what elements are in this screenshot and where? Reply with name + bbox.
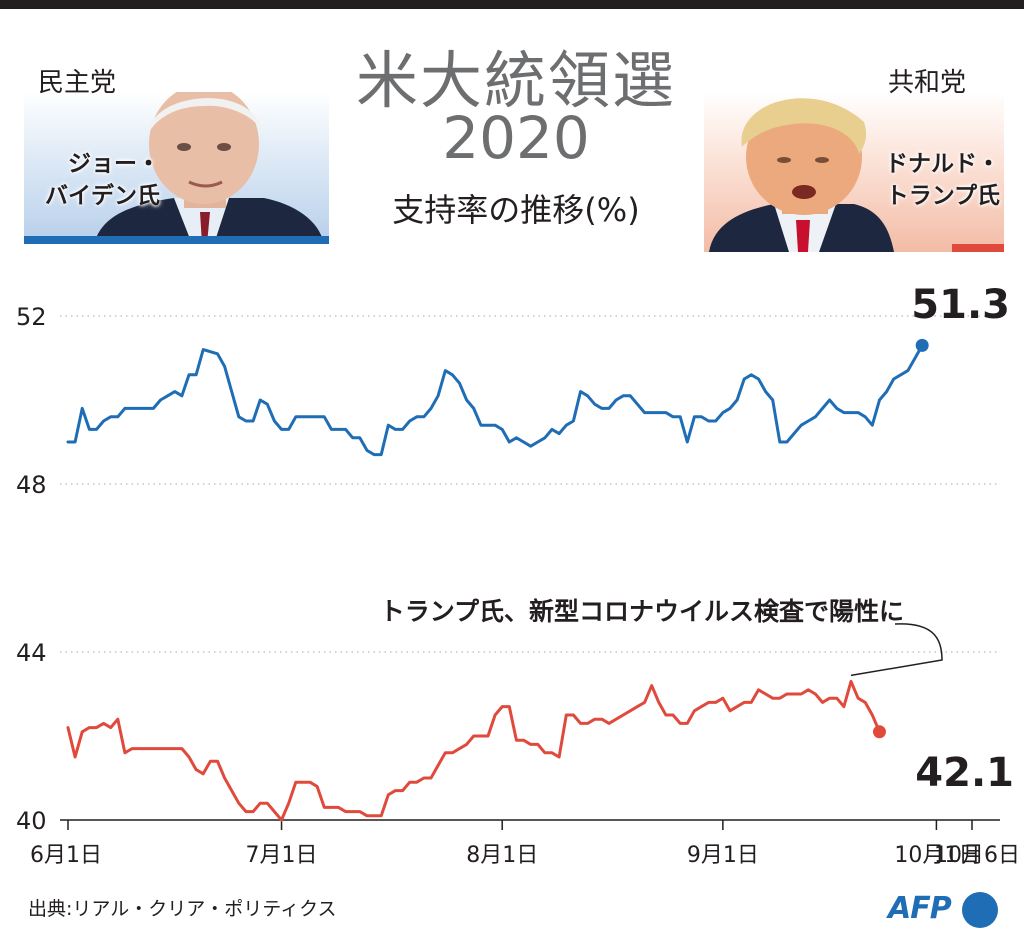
democrat-panel xyxy=(24,92,329,244)
chart-subtitle: 支持率の推移(%) xyxy=(392,191,640,229)
biden-series-line xyxy=(66,343,924,457)
afp-logo: AFP xyxy=(888,891,952,926)
trump-portrait xyxy=(709,98,894,252)
x-tick-label: 7月1日 xyxy=(246,843,318,868)
annotation-leader-line xyxy=(850,623,943,677)
y-tick-label: 48 xyxy=(16,471,47,499)
biden-portrait xyxy=(94,92,324,244)
trump-end-value-label: 42.1 xyxy=(915,750,1014,796)
x-tick-label: 9月1日 xyxy=(687,843,759,868)
democrat-candidate-name: ジョー・ バイデン氏 xyxy=(28,148,160,212)
republican-panel xyxy=(704,92,1004,252)
republican-color-stripe xyxy=(952,244,1004,252)
afp-logo-dot xyxy=(962,892,998,928)
y-tick-label: 40 xyxy=(16,807,47,835)
democrat-party-label: 民主党 xyxy=(38,68,117,98)
y-tick-label: 52 xyxy=(16,303,47,331)
democrat-name-line1: ジョー・ xyxy=(68,151,160,177)
x-tick-label: 10月6日 xyxy=(934,843,1020,868)
y-tick-label: 44 xyxy=(16,639,47,667)
trump-series-line xyxy=(66,679,881,822)
democrat-name-line2: バイデン氏 xyxy=(45,183,160,209)
republican-candidate-name: ドナルド・ トランプ氏 xyxy=(862,148,1000,212)
top-bar xyxy=(0,0,1024,9)
republican-party-label: 共和党 xyxy=(888,68,967,98)
democrat-color-stripe xyxy=(24,236,329,244)
republican-name-line2: トランプ氏 xyxy=(885,183,1000,209)
x-tick-label: 8月1日 xyxy=(466,843,538,868)
annotation-text: トランプ氏、新型コロナウイルス検査で陽性に xyxy=(380,597,904,626)
biden-end-value-label: 51.3 xyxy=(911,282,1010,328)
republican-name-line1: ドナルド・ xyxy=(885,151,1000,177)
biden-end-point xyxy=(915,338,929,352)
trump-end-point xyxy=(872,725,886,739)
chart-title-line1: 米大統領選 xyxy=(355,44,676,117)
x-tick-label: 10月1日 xyxy=(894,843,980,868)
source-credit: 出典:リアル・クリア・ポリティクス xyxy=(28,898,337,920)
chart-title-line2: 2020 xyxy=(442,104,590,172)
x-tick-label: 6月1日 xyxy=(30,843,102,868)
